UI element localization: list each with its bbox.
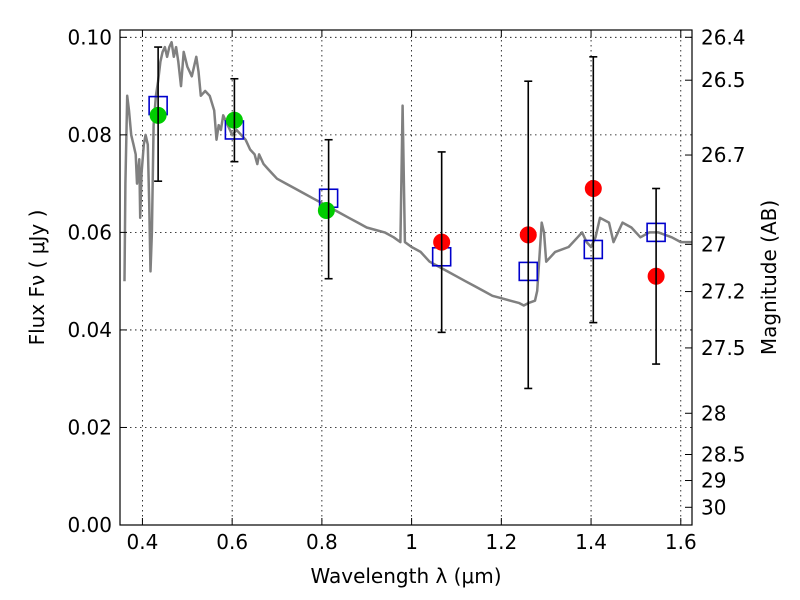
x-axis-label: Wavelength λ (μm): [310, 564, 501, 588]
y2-tick-label: 27.2: [701, 280, 746, 304]
x-tick-label: 1: [405, 530, 418, 554]
y2-tick-label: 27: [701, 232, 726, 256]
plot-frame: [119, 29, 693, 526]
y2-tick-label: 26.5: [701, 68, 746, 92]
x-tick-label: 1.2: [485, 530, 517, 554]
y-tick-label: 0.10: [67, 25, 112, 49]
y2-tick-label: 29: [701, 469, 726, 493]
y2-axis-label: Magnitude (AB): [757, 200, 781, 355]
observed-flux-point: [317, 201, 335, 219]
y-tick-label: 0.06: [67, 220, 112, 244]
y2-tick-label: 30: [701, 495, 726, 519]
x-tick-label: 0.8: [306, 530, 338, 554]
plot-content: [123, 40, 692, 390]
grid-lines: [120, 30, 692, 526]
y2-tick-label: 26.4: [701, 25, 746, 49]
x-tick-label: 1.6: [665, 530, 697, 554]
y-axis-label: Flux Fν ( μJy ): [25, 210, 49, 346]
y-tick-label: 0.00: [67, 513, 112, 537]
y2-tick-label: 28.5: [701, 443, 746, 467]
x-tick-label: 1.4: [575, 530, 607, 554]
y2-tick-label: 26.7: [701, 143, 746, 167]
y-tick-label: 0.04: [67, 318, 112, 342]
model-spectrum-line: [123, 40, 692, 307]
axis-ticks: 0.4 0.6 0.8 1 1.2 1.4 1.6 0.00 0.02 0.04 0.06 0.08 0…: [67, 25, 745, 554]
y2-tick-label: 28: [701, 401, 726, 425]
x-tick-label: 0.6: [216, 530, 248, 554]
y-tick-label: 0.08: [67, 123, 112, 147]
x-tick-label: 0.4: [127, 530, 159, 554]
y-tick-label: 0.02: [67, 415, 112, 439]
y2-tick-label: 27.5: [701, 336, 746, 360]
